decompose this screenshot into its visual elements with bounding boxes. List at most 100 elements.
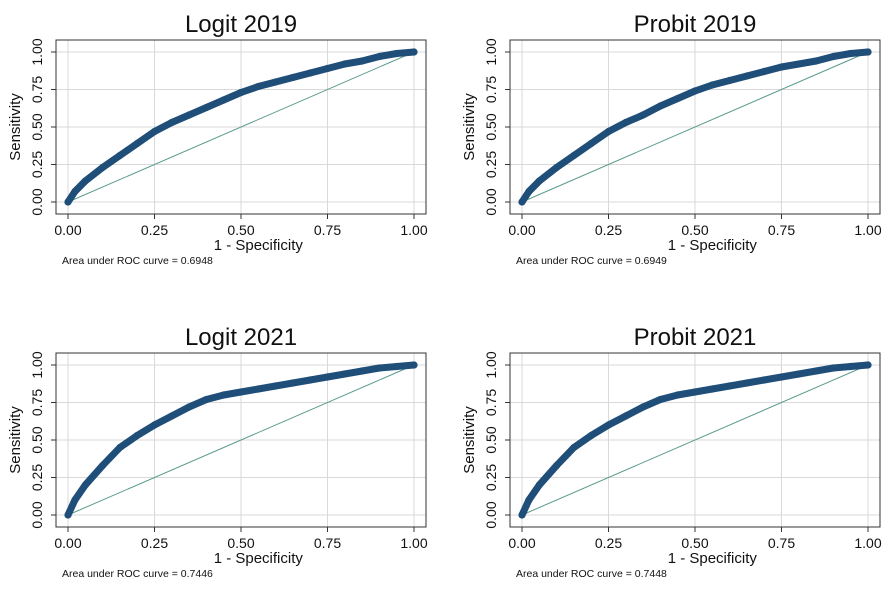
roc-point xyxy=(71,187,79,196)
y-tick-label: 0.00 xyxy=(29,188,45,215)
roc-point xyxy=(272,78,280,86)
roc-point xyxy=(864,48,872,56)
roc-curve xyxy=(64,48,418,206)
y-tick-label: 0.25 xyxy=(483,464,499,491)
roc-point xyxy=(150,421,159,429)
reference-line xyxy=(67,364,415,516)
y-tick-label: 1.00 xyxy=(483,351,499,378)
roc-point xyxy=(358,57,366,65)
roc-point xyxy=(323,373,332,381)
roc-point xyxy=(202,103,210,112)
x-axis-title: 1 - Specificity xyxy=(668,550,758,567)
y-tick-label: 0.25 xyxy=(29,151,45,178)
x-tick-label: 0.25 xyxy=(595,222,622,238)
roc-point xyxy=(410,361,418,369)
y-tick-label: 1.00 xyxy=(483,38,499,65)
chart-panel: Probit 2021 0.00 0.25 0.50 0.75 1.00 0.00 0.25 0… xyxy=(461,324,882,580)
roc-point xyxy=(656,395,665,404)
roc-point xyxy=(220,96,228,104)
roc-point xyxy=(525,187,533,196)
y-tick-label: 0.00 xyxy=(29,501,45,528)
roc-point xyxy=(587,431,595,440)
roc-point xyxy=(358,367,366,375)
roc-point xyxy=(829,364,838,372)
x-tick-label: 1.00 xyxy=(400,222,427,238)
reference-line xyxy=(67,51,415,203)
y-tick-label: 0.75 xyxy=(483,389,499,416)
x-tick-label: 1.00 xyxy=(400,535,427,551)
reference-line xyxy=(521,51,869,203)
roc-point xyxy=(81,177,89,185)
roc-point xyxy=(691,87,699,95)
x-tick-label: 0.00 xyxy=(54,222,81,238)
auc-note: Area under ROC curve = 0.6948 xyxy=(62,255,213,267)
roc-point xyxy=(71,496,79,504)
roc-point xyxy=(812,367,820,375)
x-tick-label: 0.25 xyxy=(595,535,622,551)
roc-point xyxy=(341,60,349,68)
roc-point xyxy=(847,362,855,371)
y-axis-title: Sensitivity xyxy=(461,93,478,161)
roc-point xyxy=(743,72,751,80)
x-axis-title: 1 - Specificity xyxy=(214,237,304,254)
roc-point xyxy=(202,395,210,404)
roc-point xyxy=(99,461,107,470)
roc-point xyxy=(168,118,176,127)
roc-point xyxy=(254,82,262,91)
x-tick-label: 0.75 xyxy=(768,535,795,551)
roc-point xyxy=(691,388,699,396)
roc-point xyxy=(726,382,734,390)
roc-point xyxy=(525,496,533,504)
roc-point xyxy=(604,421,613,429)
x-tick-label: 0.00 xyxy=(508,535,535,551)
roc-point xyxy=(604,127,613,136)
roc-point xyxy=(150,127,159,136)
roc-curve xyxy=(518,48,872,206)
roc-point xyxy=(708,81,716,89)
roc-point xyxy=(639,111,647,119)
roc-point xyxy=(306,376,314,384)
roc-point xyxy=(237,88,245,97)
roc-point xyxy=(829,52,838,61)
y-tick-label: 0.75 xyxy=(29,389,45,416)
roc-point xyxy=(133,431,141,440)
roc-point xyxy=(743,379,751,387)
roc-point xyxy=(341,370,349,378)
roc-point xyxy=(272,382,280,390)
roc-point xyxy=(639,403,647,411)
x-tick-label: 0.50 xyxy=(681,535,708,551)
roc-point xyxy=(220,391,228,399)
roc-point xyxy=(535,481,543,489)
roc-point xyxy=(847,49,855,58)
chart-title: Probit 2021 xyxy=(634,324,757,351)
x-tick-label: 1.00 xyxy=(854,222,881,238)
roc-point xyxy=(306,69,314,77)
roc-curve xyxy=(64,361,418,519)
roc-point xyxy=(518,511,526,519)
roc-point xyxy=(393,362,401,371)
roc-point xyxy=(133,139,141,148)
roc-point xyxy=(795,60,803,68)
roc-point xyxy=(81,481,89,489)
x-tick-label: 0.75 xyxy=(768,222,795,238)
y-tick-label: 1.00 xyxy=(29,38,45,65)
roc-point xyxy=(570,151,578,160)
roc-point xyxy=(864,361,872,369)
roc-point xyxy=(393,49,401,58)
y-tick-label: 0.25 xyxy=(29,464,45,491)
auc-note: Area under ROC curve = 0.7446 xyxy=(62,568,213,580)
y-tick-label: 0.25 xyxy=(483,151,499,178)
chart-title: Logit 2019 xyxy=(185,11,297,38)
roc-point xyxy=(116,443,124,452)
y-axis-title: Sensitivity xyxy=(7,93,24,161)
y-tick-label: 1.00 xyxy=(29,351,45,378)
y-tick-label: 0.00 xyxy=(483,501,499,528)
chart-panel: Probit 2019 0.00 0.25 0.50 0.75 1.00 0.00 0.25 0… xyxy=(461,11,882,267)
roc-point xyxy=(777,63,786,71)
roc-point xyxy=(185,111,193,119)
auc-note: Area under ROC curve = 0.7448 xyxy=(516,568,667,580)
roc-point xyxy=(553,461,561,470)
roc-point xyxy=(535,177,543,185)
roc-point xyxy=(375,52,383,61)
